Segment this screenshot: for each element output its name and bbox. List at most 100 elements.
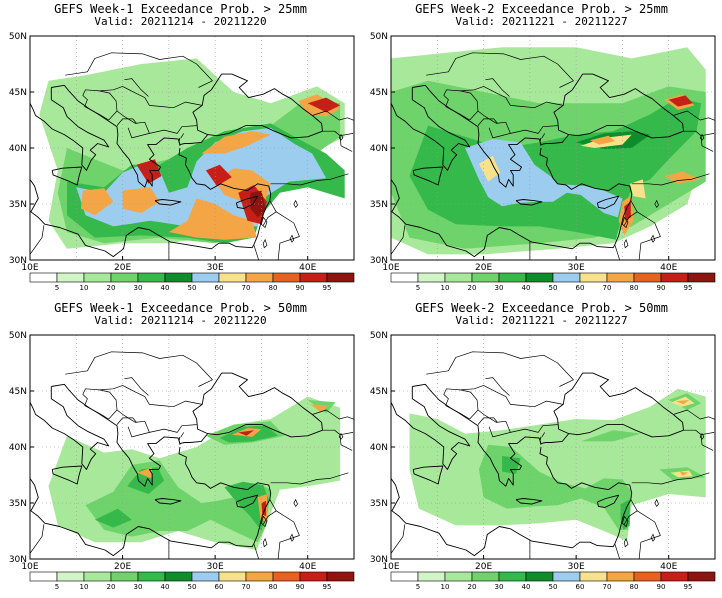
country-border — [460, 389, 479, 420]
lon-tick-label: 40E — [660, 562, 677, 572]
colorbar-label: 20 — [468, 284, 477, 292]
coastline — [515, 199, 543, 206]
country-border — [426, 351, 574, 387]
country-border — [82, 385, 150, 406]
colorbar-label: 70 — [603, 284, 612, 292]
country-border — [99, 90, 118, 121]
probability-region — [238, 430, 254, 436]
probability-region — [465, 139, 623, 218]
lat-tick-label: 30N — [9, 555, 27, 565]
probability-field — [391, 335, 715, 559]
colorbar-label: 10 — [80, 583, 89, 591]
colorbar-swatch — [164, 272, 193, 283]
country-border — [253, 544, 260, 559]
colorbar-label: 90 — [296, 583, 305, 591]
coastline — [154, 199, 182, 206]
colorbar-swatch — [660, 272, 689, 283]
lon-tick-label: 10E — [382, 263, 399, 273]
country-border — [270, 173, 349, 186]
country-border — [460, 90, 479, 121]
colorbar-label: 30 — [495, 284, 504, 292]
coastline — [539, 137, 542, 146]
lon-tick-label: 10E — [21, 263, 38, 273]
country-border — [682, 130, 715, 137]
country-border — [116, 409, 150, 438]
country-border — [276, 510, 300, 559]
lon-tick-label: 20E — [114, 263, 131, 273]
colorbar-label: 40 — [161, 583, 170, 591]
country-border — [321, 429, 354, 436]
coastline — [235, 195, 259, 209]
lake-outline — [261, 216, 268, 229]
panel-valid-dates: Valid: 20211214 - 20211220 — [94, 15, 267, 28]
country-border — [477, 118, 498, 126]
colorbar-label: 5 — [416, 583, 420, 591]
country-border — [149, 424, 197, 433]
colorbar-swatch — [245, 571, 274, 582]
colorbar-swatch — [417, 272, 446, 283]
colorbar-label: 50 — [549, 284, 558, 292]
panel-valid-dates: Valid: 20211214 - 20211220 — [94, 314, 267, 327]
colorbar-label: 60 — [215, 583, 224, 591]
coastline — [30, 446, 272, 557]
country-border — [30, 225, 45, 255]
colorbar-swatch — [417, 571, 446, 582]
lake-outline — [623, 238, 629, 249]
probability-region — [94, 508, 132, 528]
lake-outline — [262, 238, 268, 249]
coastline — [391, 469, 392, 471]
panel-title: GEFS Week-1 Exceedance Prob. > 50mm — [54, 301, 307, 315]
coastline — [51, 73, 323, 188]
lon-tick-label: 40E — [299, 263, 316, 273]
country-border — [116, 110, 150, 139]
country-border — [276, 211, 300, 260]
lon-tick-label: 10E — [382, 562, 399, 572]
colorbar-swatch — [272, 571, 301, 582]
probability-region — [80, 188, 114, 216]
coastline — [30, 469, 31, 471]
colorbar-label: 30 — [134, 583, 143, 591]
colorbar: 5 10 20 30 40 50 60 70 80 90 95 — [390, 272, 716, 292]
map-panel-week1-25mm: 50N 45N 40N 35N 30N 10E 20E 30E 40E 5 10 20 30 40 50 60… — [0, 0, 361, 299]
lat-tick-label: 50N — [9, 32, 27, 42]
lake-outline — [289, 533, 295, 542]
probability-field — [391, 36, 715, 260]
lon-tick-label: 30E — [207, 263, 224, 273]
country-border — [477, 409, 511, 438]
country-border — [253, 245, 260, 260]
coastline — [391, 446, 633, 557]
colorbar-swatch — [687, 571, 716, 582]
country-border — [510, 101, 564, 109]
colorbar-swatch — [552, 272, 581, 283]
colorbar-swatch — [471, 272, 500, 283]
colorbar-label: 90 — [296, 284, 305, 292]
country-border — [637, 211, 661, 260]
probability-region — [168, 198, 257, 240]
lake-outline — [654, 199, 659, 209]
colorbar-swatch — [525, 571, 554, 582]
colorbar-swatch — [660, 571, 689, 582]
colorbar-label: 60 — [215, 284, 224, 292]
colorbar-swatch — [633, 272, 662, 283]
lat-tick-label: 40N — [9, 443, 27, 453]
colorbar-swatch — [444, 272, 473, 283]
colorbar-swatch — [498, 571, 527, 582]
colorbar-label: 95 — [684, 284, 693, 292]
colorbar-label: 95 — [323, 284, 332, 292]
lat-tick-label: 45N — [370, 387, 388, 397]
colorbar-swatch — [687, 272, 716, 283]
coastline — [391, 170, 392, 172]
colorbar-swatch — [137, 272, 166, 283]
country-border — [82, 86, 150, 107]
coastline — [391, 386, 471, 470]
colorbar-swatch — [579, 272, 608, 283]
country-border — [631, 472, 710, 485]
coastline — [391, 147, 633, 258]
country-border — [637, 510, 661, 559]
country-border — [477, 110, 511, 139]
coastline — [51, 166, 83, 186]
colorbar-label: 80 — [630, 284, 639, 292]
probability-field — [30, 36, 354, 260]
colorbar-swatch — [299, 272, 328, 283]
